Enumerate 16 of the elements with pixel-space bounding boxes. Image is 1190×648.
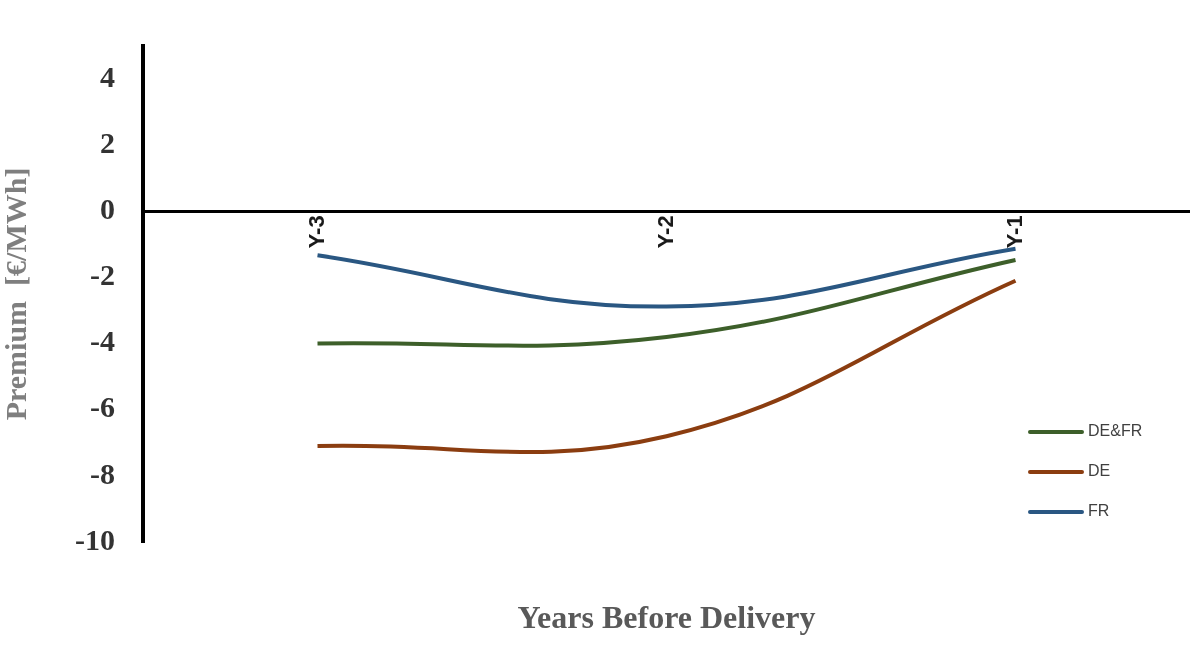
y-tick-label: 0 bbox=[100, 192, 115, 226]
y-axis-title: Premium [€/MWh] bbox=[0, 167, 32, 421]
x-axis-title: Years Before Delivery bbox=[517, 599, 816, 636]
x-tick-label: Y-1 bbox=[1001, 215, 1027, 249]
y-tick-label: -8 bbox=[90, 456, 115, 490]
y-tick-label: 2 bbox=[100, 125, 115, 159]
x-tick-label: Y-3 bbox=[303, 215, 329, 249]
legend-label: DE bbox=[1088, 462, 1111, 480]
y-tick-label: -10 bbox=[75, 522, 115, 556]
x-tick-label: Y-2 bbox=[652, 215, 678, 249]
y-tick-label: -6 bbox=[90, 390, 115, 424]
y-tick-label: -4 bbox=[90, 324, 115, 358]
legend-label: DE&FR bbox=[1088, 422, 1143, 440]
y-tick-label: -2 bbox=[90, 258, 115, 292]
y-tick-label: 4 bbox=[100, 59, 115, 93]
legend-label: FR bbox=[1088, 502, 1110, 520]
